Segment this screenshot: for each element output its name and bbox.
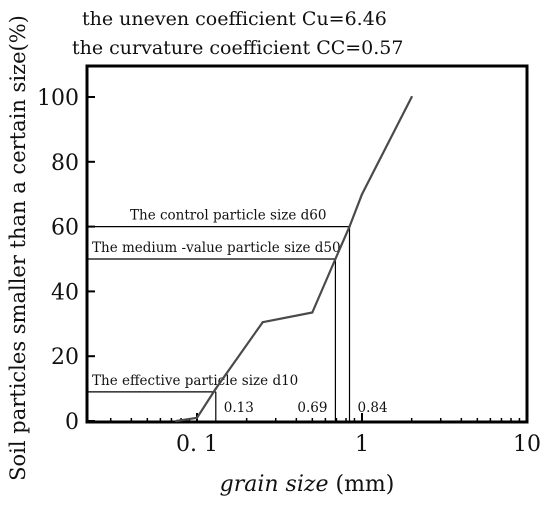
x-tick-label: 0. 1 (176, 432, 218, 457)
data-point (360, 193, 364, 196)
reference-label: The effective particle size d10 (92, 373, 298, 389)
plot-frame (85, 64, 529, 424)
data-point (410, 95, 413, 99)
y-axis-label: Soil particles smaller than a certain si… (6, 15, 30, 481)
reference-label: The medium -value particle size d50 (92, 240, 341, 256)
data-point (175, 419, 178, 423)
data-point (195, 416, 199, 419)
chart-title-line-1: the uneven coefficient Cu=6.46 (82, 8, 387, 30)
y-tick-label: 80 (51, 151, 79, 176)
reference-size-label: 0.69 (297, 400, 327, 416)
y-tick-label: 20 (51, 345, 79, 370)
x-tick-label: 1 (355, 432, 369, 457)
x-axis-label-quantity: grain size (220, 472, 329, 497)
reference-label: The control particle size d60 (130, 208, 326, 224)
x-axis-label: grain size (mm) (220, 472, 395, 497)
y-tick-label: 0 (65, 410, 79, 435)
reference-lines: The control particle size d60 0.84 The med… (87, 208, 388, 422)
x-axis-ticks: 0. 1 1 10 (109, 413, 541, 457)
data-point (348, 225, 351, 228)
y-tick-label: 40 (51, 280, 79, 305)
reference-size-label: 0.13 (224, 400, 254, 416)
data-point (261, 321, 264, 324)
data-point (311, 311, 314, 314)
chart-title-line-2: the curvature coefficient CC=0.57 (72, 37, 404, 59)
data-series (175, 95, 413, 423)
data-point (214, 387, 217, 390)
y-tick-label: 100 (37, 86, 79, 111)
y-tick-label: 60 (51, 216, 79, 241)
reference-size-label: 0.84 (358, 400, 388, 416)
x-tick-label: 10 (513, 432, 541, 457)
x-axis-label-unit: (mm) (335, 472, 394, 497)
data-point (334, 257, 337, 261)
